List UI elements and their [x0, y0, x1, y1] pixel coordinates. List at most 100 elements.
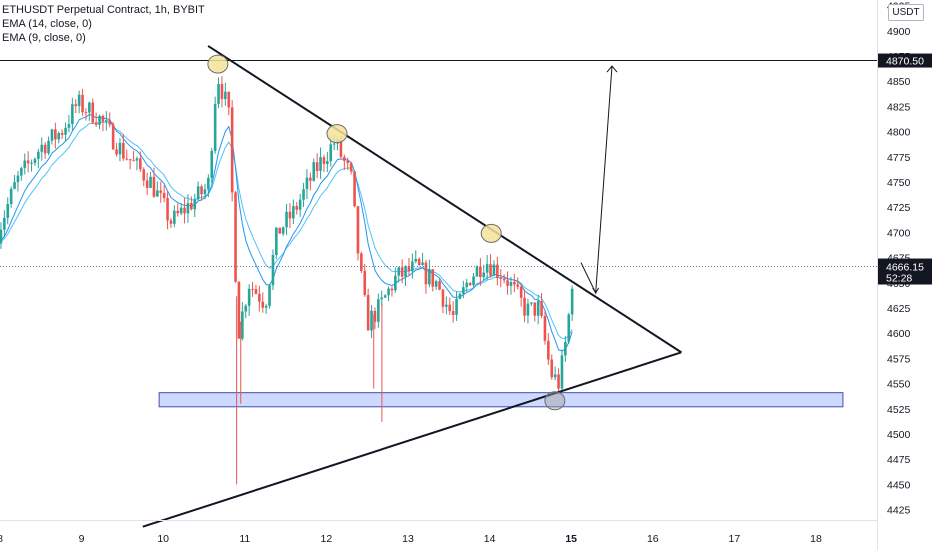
candle-body [111, 124, 115, 150]
candle-body [6, 204, 10, 218]
time-tick-label: 11 [239, 533, 250, 545]
candle-body [302, 189, 305, 200]
candle-body [128, 159, 132, 161]
candle-body [74, 104, 78, 107]
price-tick-label: 4525 [887, 404, 911, 416]
candle-body [356, 206, 360, 254]
candle-body [251, 288, 254, 290]
candle-body [0, 229, 3, 244]
currency-selector-button[interactable]: USDT [888, 4, 924, 21]
price-tick-label: 4475 [887, 454, 911, 466]
descending-trendline [207, 45, 682, 354]
candle-body [366, 295, 370, 331]
candle-body [560, 355, 564, 389]
candle-body [60, 133, 64, 135]
candle-body [462, 287, 465, 294]
candle-body [322, 157, 326, 164]
candle-body [207, 177, 210, 190]
time-tick-label: 17 [729, 533, 741, 545]
candle-body [397, 267, 401, 276]
candle-body [377, 299, 380, 322]
candle-body [394, 275, 397, 291]
candle-body [506, 280, 509, 286]
candle-body [166, 197, 169, 221]
price-tick-label: 4450 [887, 479, 911, 491]
candle-body [557, 374, 560, 389]
candle-body [156, 190, 159, 197]
candle-body [553, 374, 557, 378]
price-tick-label: 4725 [887, 202, 911, 214]
candle-body [295, 206, 299, 210]
candle-body [224, 91, 227, 99]
candle-body [88, 102, 91, 113]
candle-body [431, 269, 435, 287]
plot-area[interactable] [0, 0, 877, 520]
time-tick-label: 15 [565, 533, 577, 545]
candle-body [319, 157, 322, 171]
candle-body [373, 310, 377, 322]
candle-body [550, 359, 554, 378]
current-price-label-bg [878, 258, 932, 285]
candle-body [332, 143, 336, 145]
candle-body [230, 107, 234, 193]
time-tick-label: 9 [79, 533, 85, 545]
candle-body [125, 158, 129, 160]
candle-body [264, 305, 268, 308]
candle-body [98, 115, 101, 125]
time-tick-label: 13 [402, 533, 414, 545]
candle-body [458, 293, 462, 299]
time-tick-label: 10 [157, 533, 169, 545]
candle-body [479, 266, 482, 278]
price-tick-label: 4825 [887, 101, 911, 113]
candle-body [234, 192, 237, 282]
candle-body [281, 227, 285, 234]
candle-body [564, 341, 567, 356]
price-tick-label: 4800 [887, 127, 911, 139]
candle-body [13, 182, 16, 189]
countdown-label: 52:28 [886, 273, 912, 285]
candle-body [268, 285, 271, 306]
candle-body [43, 144, 47, 154]
price-tick-label: 4625 [887, 303, 911, 315]
highlight-marker [326, 124, 348, 144]
symbol-title: ETHUSDT Perpetual Contract, 1h, BYBIT [2, 4, 205, 16]
price-tick-label: 4850 [887, 76, 911, 88]
candle-body [489, 264, 492, 276]
candle-body [77, 94, 81, 107]
candle-body [475, 266, 479, 277]
candle-body [414, 258, 418, 262]
resistance-price-label: 4870.50 [886, 56, 924, 68]
candle-body [288, 211, 292, 219]
highlight-marker [544, 391, 566, 411]
candle-body [570, 288, 574, 315]
candle-body [567, 314, 571, 342]
candle-body [370, 310, 373, 331]
candle-body [438, 281, 441, 290]
candle-body [482, 272, 486, 278]
candle-body [390, 288, 394, 291]
candle-body [434, 281, 438, 287]
candle-body [315, 162, 319, 171]
current-price-label: 4666.15 [886, 262, 924, 274]
candle-body [135, 158, 139, 161]
candle-body [37, 151, 40, 159]
candle-body [455, 298, 458, 315]
candle-body [312, 162, 316, 181]
candle-body [16, 175, 20, 183]
candle-body [217, 84, 220, 104]
candle-body [417, 258, 421, 266]
time-tick-label: 8 [0, 533, 3, 545]
candle-body [220, 84, 224, 99]
candle-body [122, 142, 125, 159]
candle-body [468, 282, 472, 286]
candle-body [383, 295, 387, 298]
candle-body [57, 133, 61, 140]
candle-body [81, 94, 84, 113]
candle-body [451, 311, 455, 315]
candle-body [94, 122, 98, 125]
candle-body [428, 269, 431, 285]
candle-body [108, 120, 112, 125]
candle-body [50, 129, 54, 141]
